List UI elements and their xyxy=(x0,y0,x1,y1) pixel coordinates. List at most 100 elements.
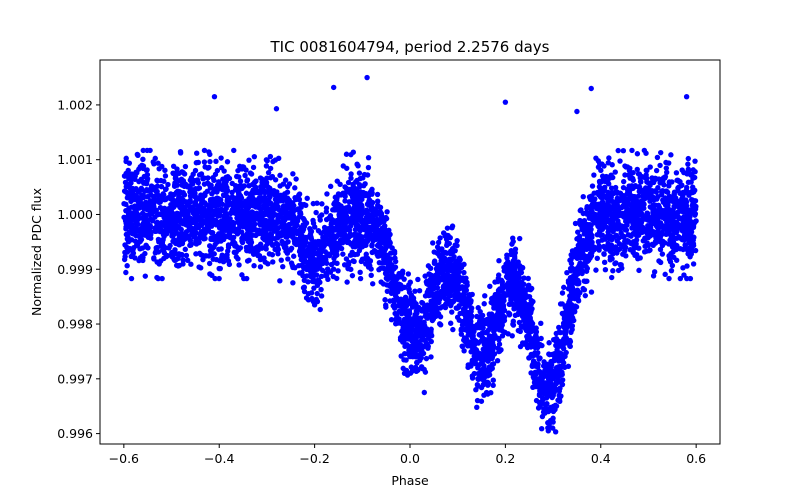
data-point xyxy=(624,207,631,213)
data-point xyxy=(565,316,571,322)
data-point xyxy=(445,264,452,270)
data-point xyxy=(315,277,322,283)
data-point xyxy=(132,196,138,203)
data-point xyxy=(280,232,286,238)
data-point xyxy=(412,318,418,325)
data-point xyxy=(637,178,644,185)
data-point xyxy=(382,297,388,303)
data-point xyxy=(315,227,322,234)
data-point xyxy=(588,226,594,232)
data-point xyxy=(397,302,403,309)
data-point xyxy=(272,177,279,183)
data-point xyxy=(616,226,622,232)
data-point xyxy=(447,281,454,287)
data-point xyxy=(139,231,146,238)
data-point xyxy=(631,217,637,224)
data-point xyxy=(349,272,356,279)
data-point xyxy=(272,196,279,203)
data-point xyxy=(190,219,196,226)
data-point xyxy=(510,261,516,267)
data-point xyxy=(257,264,264,270)
data-point xyxy=(676,178,682,185)
data-point xyxy=(478,384,485,391)
data-point xyxy=(584,205,590,212)
data-point xyxy=(387,298,393,304)
data-point xyxy=(508,274,515,280)
data-point xyxy=(140,156,146,162)
data-point xyxy=(569,310,575,316)
data-point xyxy=(126,206,132,212)
data-point xyxy=(389,245,395,251)
data-point xyxy=(616,212,622,219)
data-point xyxy=(442,249,449,256)
data-point xyxy=(178,233,184,239)
data-point xyxy=(437,321,443,327)
data-point xyxy=(496,348,502,355)
data-point xyxy=(221,180,227,187)
data-point xyxy=(341,208,347,214)
data-point xyxy=(491,305,497,311)
data-point xyxy=(430,311,437,318)
data-point xyxy=(205,175,211,181)
data-point xyxy=(217,265,223,272)
data-point xyxy=(121,201,127,207)
data-point xyxy=(210,174,216,181)
data-point xyxy=(594,255,600,261)
data-point xyxy=(288,260,295,266)
data-point xyxy=(309,263,315,270)
data-point xyxy=(401,276,407,282)
data-point xyxy=(622,163,628,169)
data-point xyxy=(586,245,592,252)
data-point xyxy=(417,326,424,332)
data-point xyxy=(450,298,457,305)
data-point xyxy=(680,265,686,271)
data-point xyxy=(213,158,219,165)
data-point xyxy=(469,357,476,364)
data-point xyxy=(556,388,563,394)
data-point xyxy=(270,259,276,265)
data-point xyxy=(205,165,211,171)
data-point xyxy=(280,241,287,247)
data-point xyxy=(282,177,289,183)
data-point xyxy=(450,267,456,273)
data-point xyxy=(313,209,319,216)
data-point xyxy=(461,335,468,341)
data-point xyxy=(125,246,131,252)
data-point xyxy=(301,288,308,295)
data-point xyxy=(677,275,684,282)
data-point xyxy=(179,195,185,201)
data-point xyxy=(200,229,207,235)
data-point xyxy=(123,226,129,232)
data-point xyxy=(141,180,147,186)
data-point xyxy=(578,207,584,213)
data-point xyxy=(350,181,356,187)
data-point xyxy=(384,209,390,215)
data-point xyxy=(194,177,201,183)
data-point xyxy=(371,247,378,254)
data-point xyxy=(125,238,132,245)
data-point xyxy=(180,257,186,263)
data-point xyxy=(621,195,628,201)
data-point xyxy=(451,254,457,260)
data-point xyxy=(313,272,320,278)
data-point xyxy=(176,239,182,246)
data-point xyxy=(666,256,673,263)
data-point xyxy=(151,161,157,167)
data-point xyxy=(347,208,353,215)
data-point xyxy=(275,192,281,199)
data-point xyxy=(673,228,679,235)
data-point xyxy=(405,316,412,322)
data-point xyxy=(170,226,176,232)
data-point xyxy=(615,147,621,154)
data-point xyxy=(290,171,296,177)
data-point xyxy=(690,197,696,203)
data-point xyxy=(346,227,353,233)
data-point xyxy=(638,205,644,212)
data-point xyxy=(620,148,627,154)
data-point xyxy=(422,273,428,279)
data-point xyxy=(598,167,604,174)
data-point xyxy=(438,257,444,264)
data-point xyxy=(434,244,441,250)
data-point xyxy=(309,295,315,302)
data-point xyxy=(268,214,274,221)
